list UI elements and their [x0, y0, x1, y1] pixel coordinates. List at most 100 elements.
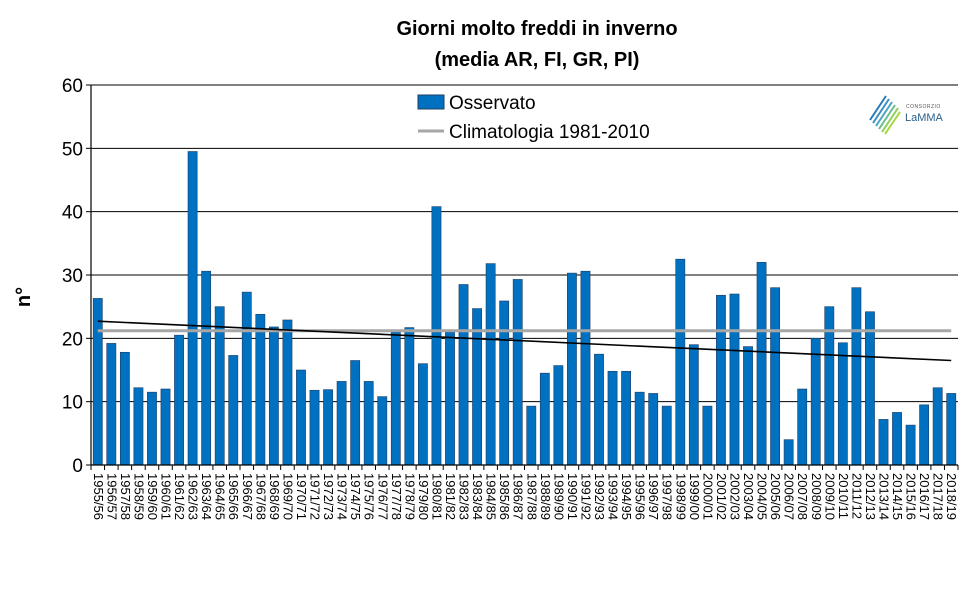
- x-tick-label: 1997/98: [660, 473, 675, 520]
- x-tick-label: 2007/08: [795, 473, 810, 520]
- bar: [499, 300, 510, 466]
- bar: [946, 393, 957, 466]
- bar: [634, 391, 645, 466]
- x-tick-label: 1976/77: [375, 473, 390, 520]
- bar: [133, 387, 144, 466]
- x-tick-label: 1992/93: [592, 473, 607, 520]
- x-tick-label: 1994/95: [619, 473, 634, 520]
- y-tick-label: 60: [62, 76, 83, 97]
- x-tick-label: 1973/74: [335, 473, 350, 520]
- x-tick-label: 1983/84: [470, 473, 485, 520]
- bar: [296, 369, 306, 466]
- bar: [458, 284, 469, 466]
- bar: [892, 412, 902, 466]
- bar: [797, 388, 808, 466]
- bar: [580, 270, 591, 466]
- bar: [119, 351, 130, 466]
- x-tick-label: 1979/80: [416, 473, 431, 520]
- bar: [336, 381, 347, 466]
- bar: [241, 291, 252, 466]
- y-tick-label: 30: [62, 266, 83, 287]
- bar: [201, 270, 212, 466]
- x-tick-label: 1959/60: [145, 473, 160, 520]
- x-tick-label: 1999/00: [687, 473, 702, 520]
- bar: [919, 404, 930, 466]
- x-tick-label: 2002/03: [727, 473, 742, 520]
- y-tick-labels: 0 10 20 30 40 50 60: [62, 76, 83, 477]
- x-tick-label: 2009/10: [822, 473, 837, 520]
- bar: [783, 439, 794, 466]
- y-tick-label: 10: [62, 393, 83, 414]
- chart-title-line1: Giorni molto freddi in inverno: [396, 18, 677, 40]
- x-tick-label: 1974/75: [348, 473, 363, 520]
- bar: [932, 387, 943, 466]
- bar: [404, 327, 415, 466]
- x-tick-label: 2018/19: [944, 473, 959, 520]
- bar: [851, 287, 862, 466]
- bar: [770, 287, 781, 466]
- x-tick-label: 2010/11: [836, 473, 851, 519]
- y-axis-label: n°: [13, 287, 35, 307]
- x-tick-label: 1972/73: [321, 473, 336, 520]
- x-tick-label: 1995/96: [633, 473, 648, 520]
- x-tick-label: 1989/90: [551, 473, 566, 520]
- x-tick-label: 1985/86: [497, 473, 512, 520]
- bar: [810, 338, 821, 466]
- bar: [661, 405, 672, 466]
- bar: [282, 319, 293, 466]
- axes: [86, 84, 959, 470]
- bar: [553, 365, 564, 466]
- x-tick-label: 1993/94: [606, 473, 621, 520]
- bar: [702, 405, 713, 466]
- bar: [675, 258, 686, 466]
- x-tick-label: 1967/68: [253, 473, 268, 520]
- bar: [729, 293, 740, 466]
- x-tick-label: 2000/01: [700, 473, 715, 520]
- x-tick-label: 1991/92: [578, 473, 593, 520]
- x-tick-label: 1975/76: [362, 473, 377, 520]
- x-tick-label: 2011/12: [849, 473, 864, 519]
- bar: [567, 272, 577, 466]
- lamma-logo: CONSORZIO LaMMA: [869, 95, 944, 135]
- x-tick-label: 1990/91: [565, 473, 580, 520]
- chart-title-line2: (media AR, FI, GR, PI): [435, 49, 640, 71]
- x-tick-label: 1964/65: [213, 473, 228, 520]
- x-tick-label: 1996/97: [646, 473, 661, 520]
- x-tick-label: 1957/58: [118, 473, 133, 520]
- bar: [268, 326, 279, 466]
- bar: [445, 331, 455, 466]
- x-tick-label: 1984/85: [484, 473, 499, 520]
- x-tick-label: 1987/88: [524, 473, 539, 520]
- bar: [106, 343, 117, 466]
- bar: [377, 396, 388, 466]
- bar: [716, 294, 726, 466]
- x-tick-label: 2003/04: [741, 473, 756, 520]
- x-tick-label: 1998/99: [673, 473, 688, 520]
- bar: [417, 363, 428, 466]
- bar: [147, 391, 157, 466]
- x-tick-label: 2015/16: [904, 473, 919, 520]
- bar: [743, 346, 753, 466]
- y-tick-label: 40: [62, 203, 83, 224]
- x-tick-label: 1980/81: [429, 473, 444, 520]
- bar: [878, 419, 889, 466]
- x-tick-label: 2006/07: [782, 473, 797, 520]
- x-tick-label: 2004/05: [755, 473, 770, 520]
- bar: [526, 405, 537, 466]
- bar: [539, 372, 550, 466]
- x-tick-label: 1958/59: [131, 473, 146, 520]
- bar: [485, 263, 496, 466]
- x-tick-label: 1988/89: [538, 473, 553, 520]
- legend: Osservato Climatologia 1981-2010: [417, 93, 650, 143]
- bar: [228, 355, 239, 466]
- bar: [309, 389, 320, 466]
- x-tick-label: 2013/14: [876, 473, 891, 520]
- y-tick-label: 50: [62, 139, 83, 160]
- x-tick-label: 2017/18: [931, 473, 946, 520]
- y-tick-label: 20: [62, 329, 83, 350]
- legend-label-climatologia: Climatologia 1981-2010: [449, 122, 650, 143]
- trend-line: [97, 320, 952, 362]
- x-tick-label: 1961/62: [172, 473, 187, 520]
- bar: [187, 151, 198, 466]
